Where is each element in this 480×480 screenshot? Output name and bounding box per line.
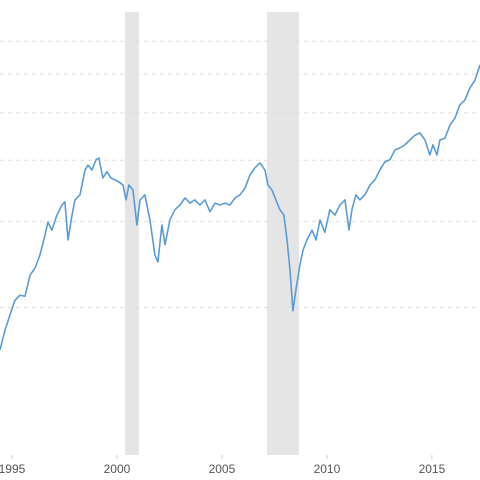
recession-band xyxy=(124,12,140,455)
x-tick-label: 2005 xyxy=(209,462,236,476)
x-tick-label: 2015 xyxy=(419,462,446,476)
x-tick-label: 2010 xyxy=(314,462,341,476)
recession-band xyxy=(266,12,300,455)
line xyxy=(0,64,480,351)
x-tick-label: 1995 xyxy=(0,462,26,476)
x-tick-label: 2000 xyxy=(104,462,131,476)
